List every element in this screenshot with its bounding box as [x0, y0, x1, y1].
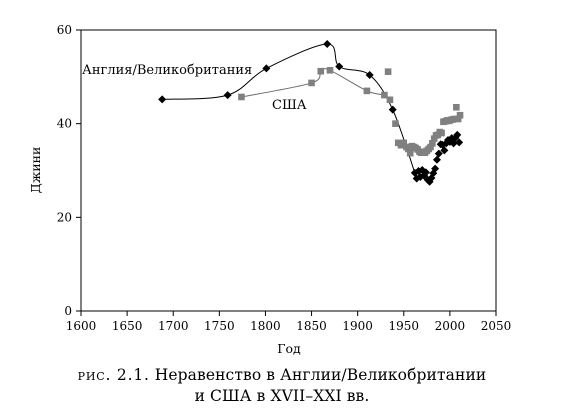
data-point-uk: [323, 40, 332, 49]
x-tick-label: 1750: [204, 319, 235, 333]
y-tick-label: 60: [57, 23, 72, 37]
data-point-us: [392, 120, 399, 127]
data-point-us: [363, 87, 371, 95]
data-point-uk: [335, 62, 344, 71]
data-point-us: [438, 129, 445, 137]
data-point-uk: [158, 95, 167, 104]
data-point-us: [429, 140, 436, 147]
data-point-us: [317, 67, 325, 75]
x-tick-label: 2050: [481, 319, 512, 333]
data-point-us: [400, 139, 408, 147]
data-point-uk: [455, 138, 464, 147]
data-point-uk: [421, 168, 430, 177]
data-point-uk: [365, 70, 374, 79]
data-point-us: [451, 115, 458, 123]
data-point-uk: [453, 130, 462, 139]
data-point-us: [386, 96, 394, 104]
data-point-uk: [223, 91, 232, 100]
data-point-uk: [262, 64, 271, 73]
y-tick-label: 40: [57, 117, 72, 131]
x-axis-label: Год: [277, 341, 301, 356]
x-tick-label: 1650: [112, 319, 143, 333]
x-tick-label: 2000: [435, 319, 466, 333]
series-label-us: США: [272, 98, 307, 113]
x-tick-label: 1800: [250, 319, 281, 333]
y-tick-label: 0: [64, 304, 72, 318]
data-point-us: [427, 143, 434, 151]
y-axis-label: Джини: [28, 147, 43, 194]
x-tick-label: 1600: [66, 319, 97, 333]
data-point-us: [453, 103, 460, 111]
data-point-us: [406, 149, 414, 157]
data-point-uk: [440, 146, 449, 155]
x-tick-label: 1950: [389, 319, 420, 333]
series-markers: [158, 40, 464, 186]
data-point-uk: [431, 164, 440, 173]
data-point-us: [384, 68, 392, 75]
data-point-uk: [388, 105, 397, 114]
data-point-uk: [434, 149, 443, 158]
data-point-uk: [432, 155, 441, 164]
data-point-us: [381, 91, 388, 99]
figure-caption-line-1: рис. 2.1. Неравенство в Англии/Великобри…: [0, 366, 564, 384]
x-tick-label: 1850: [296, 319, 327, 333]
data-point-us: [238, 93, 245, 101]
data-point-us: [308, 79, 315, 87]
x-tick-label: 1700: [158, 319, 189, 333]
series-label-uk: Англия/Великобритания: [82, 63, 252, 78]
y-tick-label: 20: [57, 210, 72, 224]
figure-caption-line-2: и США в XVII–XXI вв.: [0, 387, 564, 405]
data-point-us: [456, 111, 464, 119]
x-tick-label: 1900: [342, 319, 373, 333]
data-point-us: [326, 66, 334, 74]
data-point-us: [405, 145, 412, 153]
figure-caption-text-2: и США в XVII–XXI вв.: [194, 387, 370, 405]
figure-number: рис. 2.1.: [77, 366, 150, 384]
data-point-us: [454, 115, 462, 123]
chart-axes: 1600 1650 1700 1750 1800 1850 1900 1950 2000 2050…: [57, 23, 512, 333]
plot-frame: [80, 29, 497, 312]
figure-caption-text-1: Неравенство в Англии/Великобритании: [154, 366, 487, 384]
